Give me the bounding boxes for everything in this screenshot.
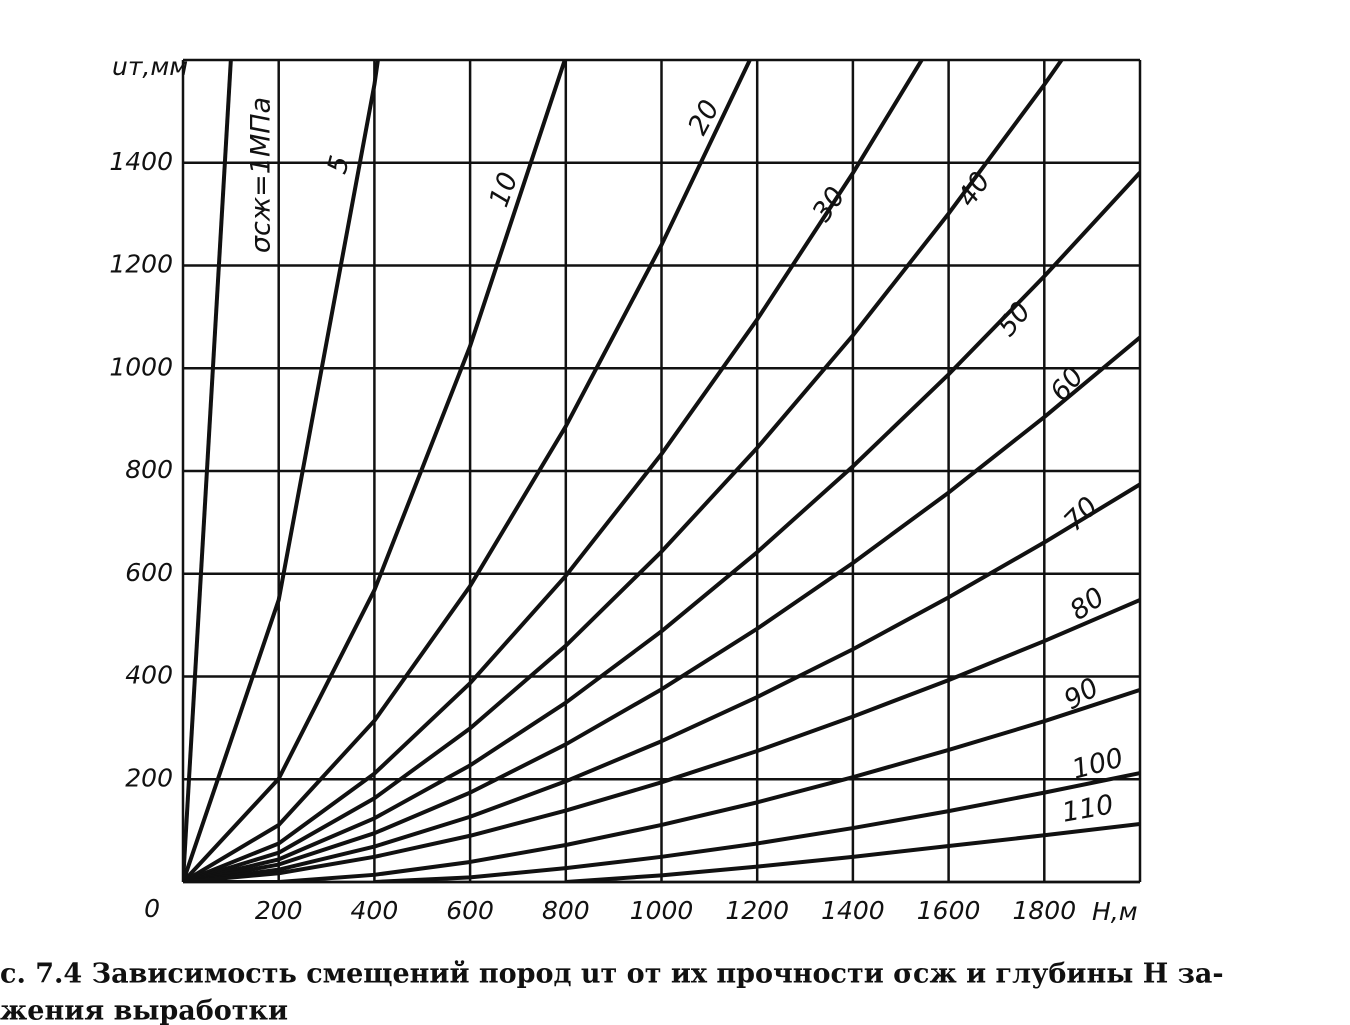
x-tick-label: 1400 <box>821 896 885 925</box>
y-tick-label: 1000 <box>109 352 173 381</box>
x-tick-label: 1600 <box>917 896 981 925</box>
x-tick-label: 600 <box>446 896 494 925</box>
curve <box>183 482 1140 882</box>
curve-label: 40 <box>952 166 997 212</box>
y-tick-label: 1200 <box>109 250 173 279</box>
plot-area <box>183 60 1140 882</box>
curve-label: 90 <box>1059 672 1104 716</box>
y-tick-label: 800 <box>125 455 173 484</box>
curve-label: 50 <box>991 296 1037 342</box>
x-tick-label: 1000 <box>630 896 694 925</box>
y-axis-label: uт,мм <box>112 52 188 81</box>
x-tick-label: 200 <box>255 896 303 925</box>
curve <box>374 771 1140 882</box>
x-tick-label: 800 <box>542 896 590 925</box>
curve <box>183 171 1140 882</box>
curve <box>183 60 753 882</box>
curve-label: 110 <box>1060 789 1116 828</box>
caption: с. 7.4 Зависимость смещений пород uт от … <box>0 959 1224 990</box>
curve <box>183 60 1065 882</box>
y-tick-label: 600 <box>125 558 173 587</box>
curve <box>183 60 567 882</box>
curve <box>183 687 1140 882</box>
y-tick-label: 200 <box>125 763 173 792</box>
x-tick-label: 1200 <box>725 896 789 925</box>
curve <box>183 60 233 882</box>
x-axis-label: H,м <box>1092 897 1138 926</box>
caption: жения выработки <box>0 996 288 1025</box>
curve <box>565 821 1140 882</box>
curve <box>183 60 380 882</box>
y-tick-label: 1400 <box>109 147 173 176</box>
curve-label: 80 <box>1064 582 1110 627</box>
curve <box>183 60 925 882</box>
x-tick-label: 1800 <box>1012 896 1076 925</box>
x-tick-label: 400 <box>351 896 399 925</box>
y-tick-label: 400 <box>125 661 173 690</box>
y-tick-label: 0 <box>144 894 160 923</box>
curve <box>183 335 1140 882</box>
curve-label: 20 <box>682 95 726 140</box>
curve-label: σсж=1МПа <box>246 97 277 253</box>
curve <box>183 598 1140 882</box>
curve-label: 5 <box>322 152 356 177</box>
